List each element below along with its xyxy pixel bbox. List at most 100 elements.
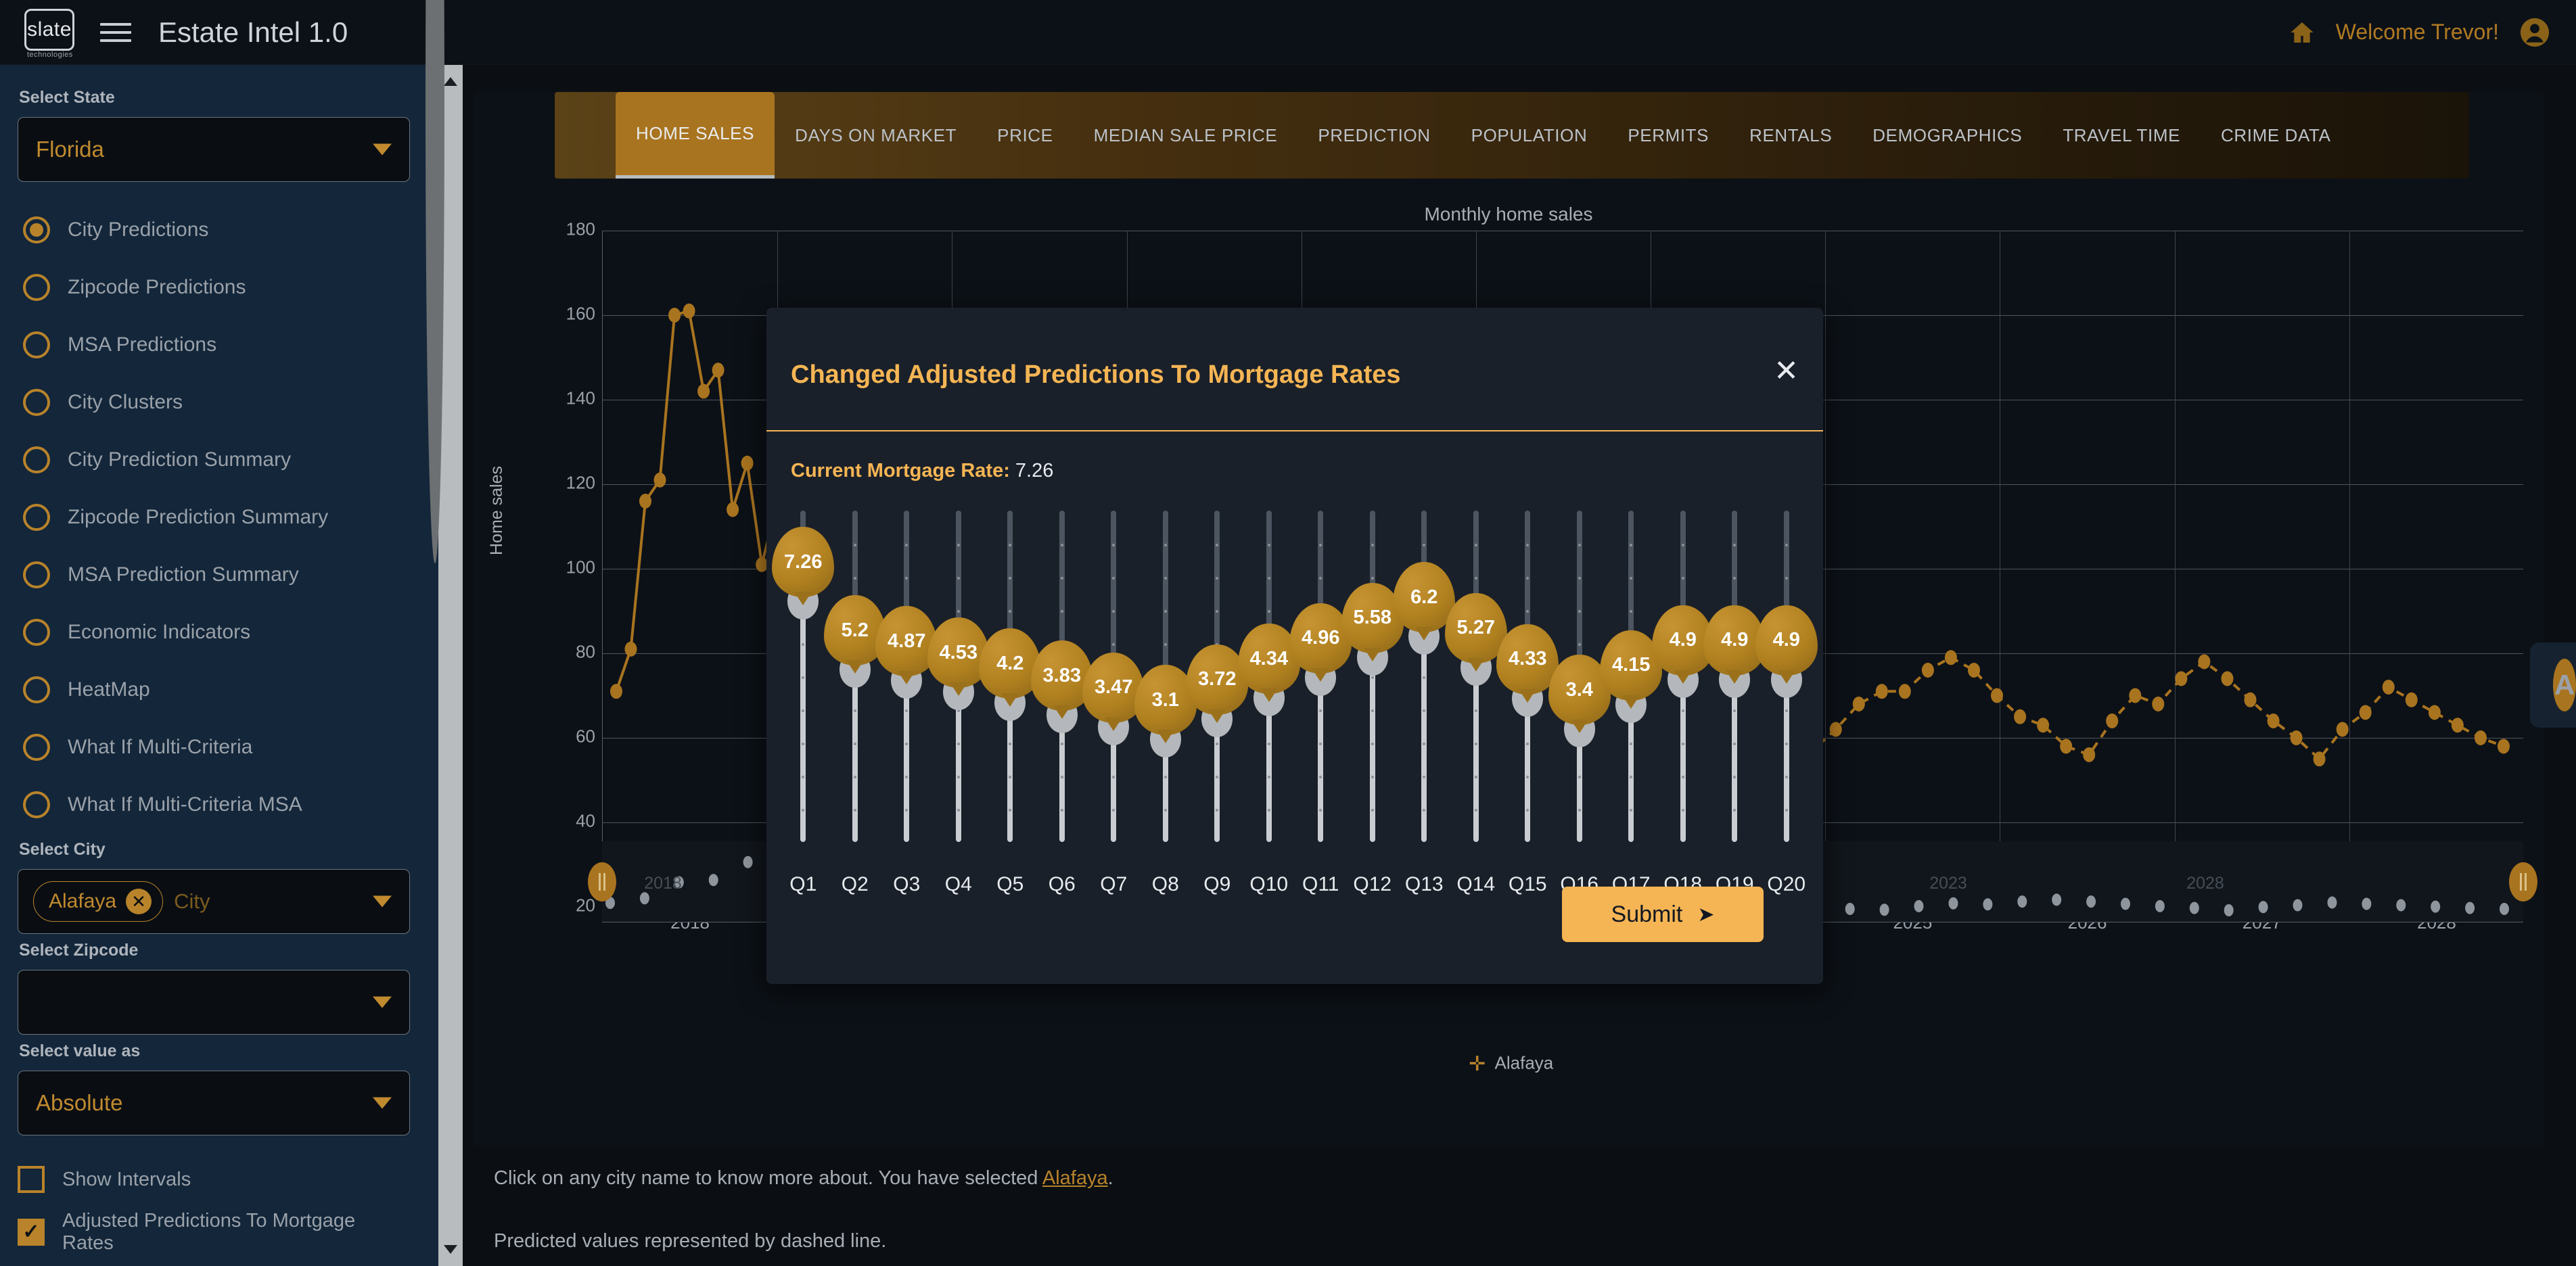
- user-avatar-icon[interactable]: [2519, 17, 2550, 48]
- slider-track[interactable]: 5.58: [1341, 511, 1404, 842]
- rate-slider-q11[interactable]: 4.96 Q11: [1289, 511, 1352, 896]
- note-selection-suffix: .: [1107, 1167, 1113, 1189]
- rate-slider-q1[interactable]: 7.26 Q1: [772, 511, 835, 896]
- slider-track[interactable]: 4.15: [1600, 511, 1663, 842]
- range-end-handle[interactable]: [2509, 862, 2537, 901]
- slider-quarter-label: Q10: [1249, 873, 1289, 895]
- slider-track[interactable]: 4.9: [1703, 511, 1766, 842]
- tab-home-sales[interactable]: HOME SALES: [616, 92, 775, 179]
- select-city-input[interactable]: Alafaya ✕ City: [18, 869, 410, 934]
- slider-track[interactable]: 4.34: [1237, 511, 1300, 842]
- range-start-handle[interactable]: [588, 862, 616, 901]
- tab-travel-time[interactable]: TRAVEL TIME: [2063, 124, 2181, 145]
- rate-slider-q9[interactable]: 3.72 Q9: [1186, 511, 1249, 896]
- slider-tick: [1423, 809, 1426, 812]
- sidebar-scrollbar[interactable]: [426, 0, 463, 1266]
- radio-option-zipcode-prediction-summary[interactable]: Zipcode Prediction Summary: [18, 488, 410, 546]
- slider-track[interactable]: 4.96: [1289, 511, 1352, 842]
- hamburger-icon[interactable]: [100, 22, 131, 42]
- close-icon[interactable]: ✕: [1774, 354, 1799, 388]
- slider-track[interactable]: 5.27: [1444, 511, 1507, 842]
- slider-track[interactable]: 7.26: [772, 511, 835, 842]
- radio-option-heatmap[interactable]: HeatMap: [18, 661, 410, 718]
- slider-tick: [1060, 610, 1063, 613]
- slider-tick: [1474, 809, 1477, 812]
- select-zipcode-dropdown[interactable]: [18, 970, 410, 1035]
- rate-slider-q10[interactable]: 4.34 Q10: [1237, 511, 1300, 896]
- slider-track[interactable]: 5.2: [823, 511, 886, 842]
- radio-option-city-clusters[interactable]: City Clusters: [18, 373, 410, 431]
- slider-track[interactable]: 3.4: [1548, 511, 1611, 842]
- slider-track[interactable]: 3.1: [1134, 511, 1197, 842]
- slider-track-upper: [1680, 511, 1686, 680]
- rate-slider-q5[interactable]: 4.2 Q5: [979, 511, 1042, 896]
- radio-option-what-if-multi-criteria[interactable]: What If Multi-Criteria: [18, 718, 410, 776]
- rate-slider-q14[interactable]: 5.27 Q14: [1444, 511, 1507, 896]
- radio-option-city-predictions[interactable]: City Predictions: [18, 201, 410, 258]
- tab-crime-data[interactable]: CRIME DATA: [2221, 124, 2331, 145]
- city-chip[interactable]: Alafaya ✕: [33, 881, 164, 922]
- rate-slider-q20[interactable]: 4.9 Q20: [1755, 511, 1818, 896]
- radio-icon: [23, 561, 50, 588]
- tab-population[interactable]: POPULATION: [1471, 124, 1588, 145]
- rate-slider-q15[interactable]: 4.33 Q15: [1496, 511, 1559, 896]
- rate-slider-q3[interactable]: 4.87 Q3: [875, 511, 938, 896]
- radio-option-zipcode-predictions[interactable]: Zipcode Predictions: [18, 258, 410, 316]
- slider-track[interactable]: 3.83: [1030, 511, 1093, 842]
- brand-logo[interactable]: slate technologies: [24, 8, 85, 59]
- tab-prediction[interactable]: PREDICTION: [1318, 124, 1431, 145]
- tab-price[interactable]: PRICE: [997, 124, 1053, 145]
- checkbox-show-intervals[interactable]: Show Intervals: [18, 1153, 410, 1206]
- tab-demographics[interactable]: DEMOGRAPHICS: [1872, 124, 2023, 145]
- rate-slider-q2[interactable]: 5.2 Q2: [823, 511, 886, 896]
- tab-permits[interactable]: PERMITS: [1628, 124, 1709, 145]
- scroll-down-icon[interactable]: [444, 1245, 457, 1254]
- home-icon[interactable]: [2288, 19, 2316, 46]
- rate-slider-q16[interactable]: 3.4 Q16: [1548, 511, 1611, 896]
- slider-track[interactable]: 4.87: [875, 511, 938, 842]
- hamburger-bar: [100, 30, 131, 34]
- rate-slider-q18[interactable]: 4.9 Q18: [1651, 511, 1714, 896]
- rate-slider-q17[interactable]: 4.15 Q17: [1600, 511, 1663, 896]
- side-drawer-tab[interactable]: A: [2530, 642, 2576, 728]
- rate-slider-q4[interactable]: 4.53 Q4: [927, 511, 990, 896]
- slider-track[interactable]: 4.9: [1651, 511, 1714, 842]
- slider-track[interactable]: 4.9: [1755, 511, 1818, 842]
- slider-track[interactable]: 4.33: [1496, 511, 1559, 842]
- rate-slider-q12[interactable]: 5.58 Q12: [1341, 511, 1404, 896]
- slider-track-upper: [955, 511, 961, 693]
- slider-track[interactable]: 4.53: [927, 511, 990, 842]
- select-value-as-dropdown[interactable]: Absolute: [18, 1071, 410, 1135]
- chevron-down-icon: [373, 143, 392, 156]
- slider-tick: [1733, 809, 1736, 812]
- slider-tick: [1009, 577, 1012, 580]
- tab-days-on-market[interactable]: DAYS ON MARKET: [795, 124, 957, 145]
- rate-slider-q19[interactable]: 4.9 Q19: [1703, 511, 1766, 896]
- slider-track[interactable]: 4.2: [979, 511, 1042, 842]
- slider-track[interactable]: 3.47: [1082, 511, 1145, 842]
- slider-tick: [1733, 709, 1736, 712]
- radio-label: City Clusters: [68, 390, 183, 413]
- selected-city-link[interactable]: Alafaya: [1042, 1167, 1108, 1189]
- tab-rentals[interactable]: RENTALS: [1749, 124, 1833, 145]
- slider-tick: [957, 743, 960, 745]
- tab-median-sale-price[interactable]: MEDIAN SALE PRICE: [1093, 124, 1278, 145]
- slider-track[interactable]: 6.2: [1393, 511, 1456, 842]
- remove-city-icon[interactable]: ✕: [126, 889, 152, 914]
- checkbox-adjusted-predictions[interactable]: Adjusted Predictions To Mortgage Rates: [18, 1206, 410, 1259]
- rate-slider-q7[interactable]: 3.47 Q7: [1082, 511, 1145, 896]
- select-state-dropdown[interactable]: Florida: [18, 117, 410, 182]
- sidebar-content: Select State Florida City Predictions Zi…: [0, 65, 433, 1259]
- radio-option-economic-indicators[interactable]: Economic Indicators: [18, 603, 410, 661]
- radio-option-city-prediction-summary[interactable]: City Prediction Summary: [18, 431, 410, 488]
- radio-option-msa-prediction-summary[interactable]: MSA Prediction Summary: [18, 546, 410, 603]
- radio-icon: [23, 676, 50, 703]
- scroll-up-icon[interactable]: [444, 77, 457, 86]
- radio-option-msa-predictions[interactable]: MSA Predictions: [18, 316, 410, 373]
- rate-slider-q13[interactable]: 6.2 Q13: [1393, 511, 1456, 896]
- radio-option-what-if-multi-criteria-msa[interactable]: What If Multi-Criteria MSA: [18, 776, 410, 833]
- rate-slider-q6[interactable]: 3.83 Q6: [1030, 511, 1093, 896]
- rate-slider-q8[interactable]: 3.1 Q8: [1134, 511, 1197, 896]
- submit-button[interactable]: Submit ➤: [1562, 887, 1764, 942]
- slider-track[interactable]: 3.72: [1186, 511, 1249, 842]
